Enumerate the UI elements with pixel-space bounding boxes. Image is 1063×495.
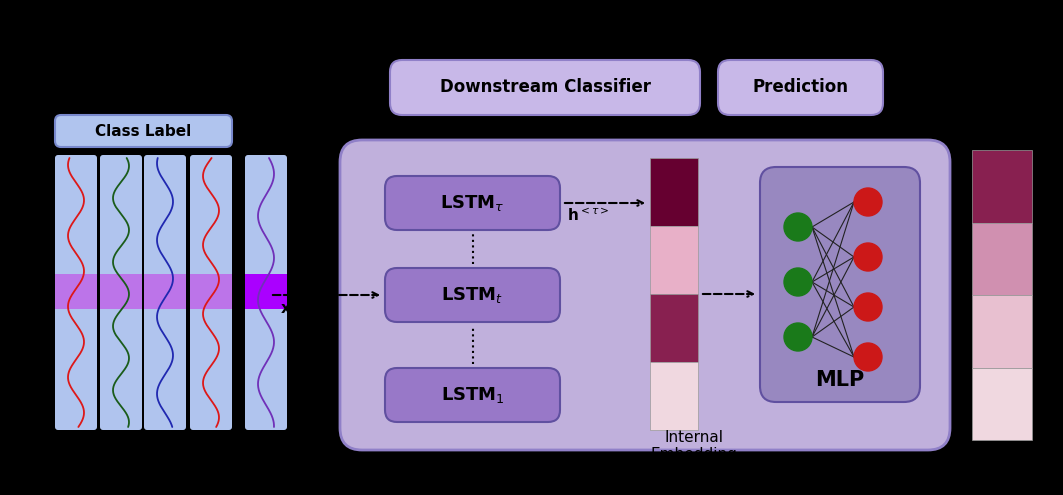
FancyBboxPatch shape (385, 368, 560, 422)
Circle shape (784, 268, 812, 296)
Bar (144, 274, 186, 309)
Text: Downstream Classifier: Downstream Classifier (439, 79, 651, 97)
Circle shape (854, 293, 882, 321)
Bar (244, 274, 287, 309)
Text: Internal
Embedding: Internal Embedding (651, 430, 738, 462)
FancyBboxPatch shape (144, 155, 186, 430)
Bar (649, 226, 698, 294)
Text: MLP: MLP (815, 370, 864, 390)
FancyBboxPatch shape (55, 155, 97, 430)
Text: $\mathbf{h}^{<\tau>}$: $\mathbf{h}^{<\tau>}$ (567, 206, 609, 224)
FancyBboxPatch shape (385, 176, 560, 230)
Circle shape (854, 243, 882, 271)
Bar (649, 362, 698, 430)
Text: $\mathbf{LSTM}_t$: $\mathbf{LSTM}_t$ (441, 285, 504, 305)
Text: $\mathbf{x}^{<t>}$: $\mathbf{x}^{<t>}$ (280, 298, 319, 317)
FancyBboxPatch shape (760, 167, 919, 402)
Bar (972, 367, 1032, 440)
FancyBboxPatch shape (385, 268, 560, 322)
Bar (972, 295, 1032, 367)
Text: Class Label: Class Label (96, 123, 191, 139)
Bar (55, 274, 97, 309)
FancyBboxPatch shape (340, 140, 950, 450)
FancyBboxPatch shape (718, 60, 883, 115)
Text: $\mathbf{LSTM}_\tau$: $\mathbf{LSTM}_\tau$ (440, 193, 505, 213)
Bar (649, 294, 698, 362)
Text: Prediction: Prediction (753, 79, 848, 97)
Bar (972, 150, 1032, 222)
Circle shape (854, 188, 882, 216)
FancyBboxPatch shape (100, 155, 142, 430)
Text: $\mathbf{LSTM}_1$: $\mathbf{LSTM}_1$ (441, 385, 504, 405)
Bar (972, 222, 1032, 295)
Circle shape (854, 343, 882, 371)
FancyBboxPatch shape (244, 155, 287, 430)
Bar (100, 274, 142, 309)
Circle shape (784, 323, 812, 351)
Circle shape (784, 213, 812, 241)
FancyBboxPatch shape (390, 60, 701, 115)
FancyBboxPatch shape (55, 115, 232, 147)
Bar (649, 158, 698, 226)
Bar (190, 274, 232, 309)
FancyBboxPatch shape (190, 155, 232, 430)
